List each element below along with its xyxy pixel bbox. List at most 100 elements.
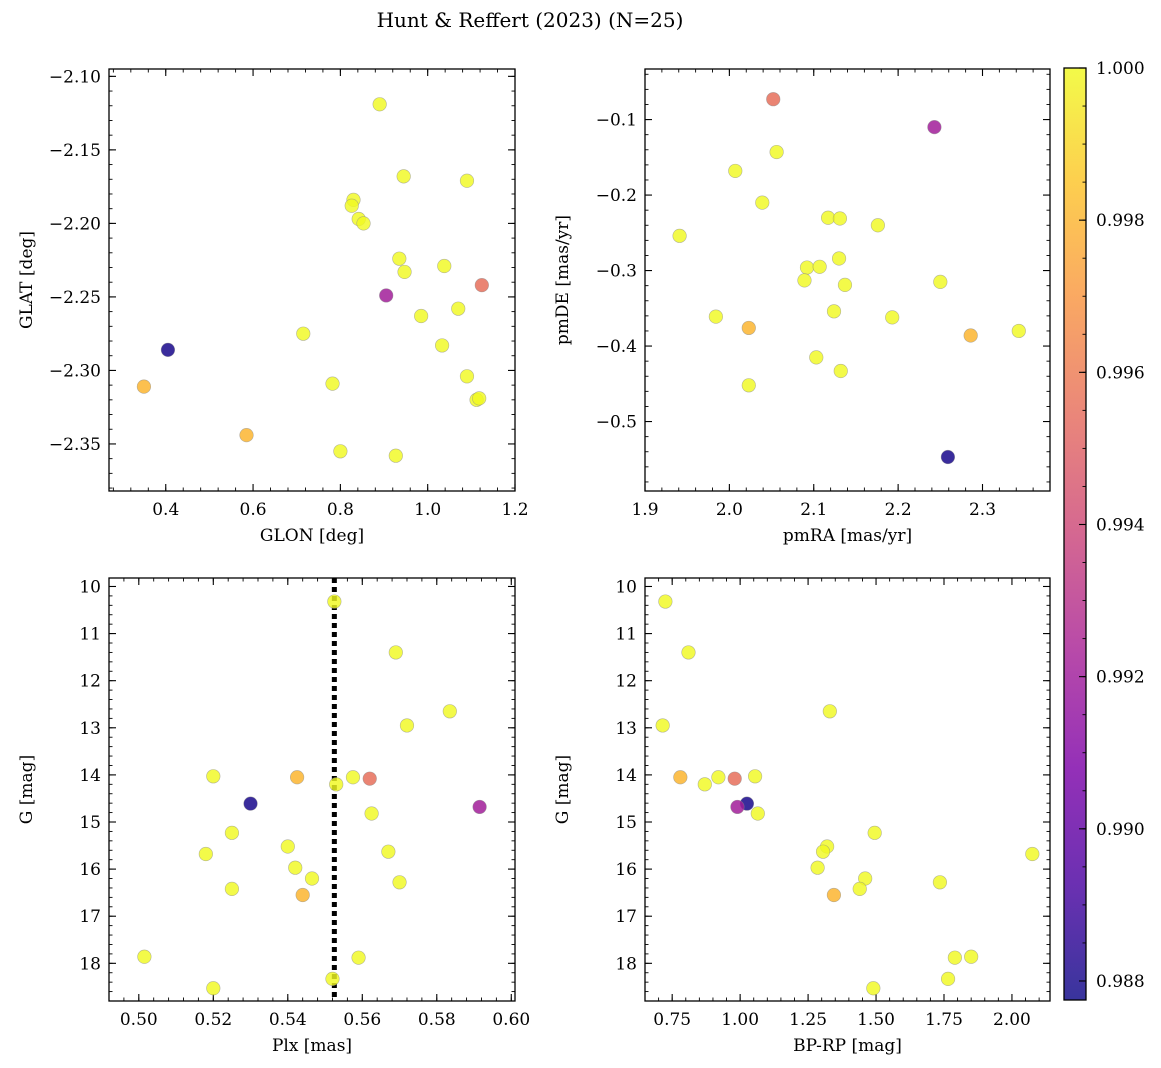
x-tick-label: 0.4 bbox=[152, 500, 179, 520]
data-point bbox=[697, 777, 712, 792]
data-point bbox=[673, 770, 688, 785]
data-point bbox=[1011, 323, 1026, 339]
plot-area bbox=[137, 578, 487, 1001]
data-point bbox=[224, 881, 240, 896]
data-point bbox=[296, 326, 311, 341]
y-tick-label: 17 bbox=[79, 907, 101, 927]
y-axis-label: pmDE [mas/yr] bbox=[553, 215, 573, 345]
colorbar-tick-label: 0.994 bbox=[1096, 515, 1145, 535]
data-point bbox=[809, 350, 824, 365]
y-tick-label: 17 bbox=[615, 907, 637, 927]
y-tick-label: 10 bbox=[79, 577, 101, 597]
data-point bbox=[852, 881, 867, 896]
colorbar-tick-label: 0.998 bbox=[1096, 211, 1145, 231]
axes-frame bbox=[108, 577, 516, 1002]
data-point bbox=[933, 274, 948, 289]
data-point bbox=[198, 846, 213, 862]
x-tick-label: 0.52 bbox=[194, 1010, 232, 1030]
y-tick-label: 12 bbox=[79, 672, 101, 692]
x-tick-label: 2.00 bbox=[993, 1010, 1031, 1030]
data-point bbox=[399, 718, 415, 733]
data-point bbox=[963, 328, 978, 343]
data-point bbox=[1025, 846, 1040, 862]
data-point bbox=[206, 981, 221, 996]
x-tick-label: 0.6 bbox=[240, 500, 267, 520]
data-point bbox=[964, 949, 979, 964]
data-point bbox=[137, 949, 152, 964]
colorbar: 0.988 0.990 0.992 0.994 0.996 0.998 1.000 bbox=[1063, 59, 1145, 1001]
x-tick-label: 2.2 bbox=[885, 500, 912, 520]
data-point bbox=[866, 981, 881, 996]
data-point bbox=[160, 342, 176, 357]
panels: 0.4 0.6 0.8 1.0 1.2 −2.10 −2.15 −2.20 −2.25 −2.30… bbox=[17, 67, 1051, 1056]
x-axis-label: GLON [deg] bbox=[260, 526, 364, 546]
y-tick-label: 11 bbox=[615, 625, 637, 645]
data-point bbox=[812, 259, 827, 274]
data-point bbox=[397, 264, 412, 280]
data-point bbox=[351, 950, 366, 965]
data-point bbox=[940, 971, 956, 986]
data-point bbox=[437, 258, 452, 274]
minor-ticks bbox=[108, 578, 515, 1002]
x-tick-label: 0.58 bbox=[418, 1010, 456, 1030]
y-tick-label: −2.35 bbox=[49, 435, 101, 455]
data-point bbox=[940, 449, 956, 465]
data-point bbox=[327, 594, 342, 609]
data-point bbox=[867, 825, 882, 840]
data-point bbox=[325, 376, 340, 391]
x-axis-label: Plx [mas] bbox=[272, 1036, 352, 1056]
data-point bbox=[932, 875, 948, 890]
data-point bbox=[459, 173, 475, 188]
axes-frame bbox=[644, 577, 1051, 1002]
x-tick-label: 2.3 bbox=[969, 500, 996, 520]
data-point bbox=[769, 144, 784, 160]
data-point bbox=[329, 777, 344, 792]
y-tick-label: 13 bbox=[615, 719, 637, 739]
x-tick-label: 1.0 bbox=[414, 500, 441, 520]
data-point bbox=[396, 169, 411, 184]
data-point bbox=[364, 806, 379, 821]
y-tick-label: −2.10 bbox=[49, 67, 101, 87]
x-axis-label: pmRA [mas/yr] bbox=[783, 526, 912, 546]
data-point bbox=[392, 251, 407, 266]
y-tick-label: −2.30 bbox=[49, 361, 101, 381]
data-point bbox=[755, 195, 770, 210]
y-tick-label: −2.25 bbox=[49, 288, 101, 308]
plot-area bbox=[655, 594, 1040, 996]
data-point bbox=[388, 645, 403, 660]
x-tick-label: 2.1 bbox=[800, 500, 827, 520]
data-point bbox=[730, 799, 745, 815]
data-point bbox=[810, 860, 825, 875]
y-tick-label: 13 bbox=[79, 719, 101, 739]
x-axis-label: BP-RP [mag] bbox=[793, 1036, 902, 1056]
x-tick-label: 0.75 bbox=[653, 1010, 691, 1030]
colorbar-tick-label: 1.000 bbox=[1096, 59, 1145, 79]
figure-title: Hunt & Reffert (2023) (N=25) bbox=[377, 8, 684, 32]
x-tick-label: 0.8 bbox=[327, 500, 354, 520]
data-point bbox=[434, 338, 450, 353]
data-point bbox=[280, 839, 295, 854]
y-tick-label: 10 bbox=[615, 577, 637, 597]
data-point bbox=[797, 273, 812, 288]
colorbar-tick-label: 0.992 bbox=[1096, 668, 1145, 688]
data-point bbox=[870, 218, 885, 233]
minor-ticks bbox=[109, 69, 516, 491]
data-point bbox=[831, 251, 847, 266]
data-point bbox=[474, 278, 489, 293]
y-tick-label: 18 bbox=[615, 954, 637, 974]
data-point bbox=[451, 301, 466, 316]
data-point bbox=[741, 378, 756, 393]
x-tick-label: 1.2 bbox=[501, 500, 528, 520]
y-tick-label: 14 bbox=[79, 766, 101, 786]
panel-pmra-pmde: 1.9 2.0 2.1 2.2 2.3 −0.1 −0.2 −0.3 −0.4 −0.5 pmRA … bbox=[553, 68, 1051, 546]
data-point bbox=[356, 216, 371, 231]
data-point bbox=[766, 92, 781, 107]
data-point bbox=[826, 304, 842, 319]
data-point bbox=[325, 971, 340, 986]
data-point bbox=[344, 198, 359, 213]
data-point bbox=[472, 391, 487, 406]
data-point bbox=[381, 844, 396, 859]
colorbar-tick-label: 0.996 bbox=[1096, 363, 1145, 383]
colorbar-gradient bbox=[1064, 68, 1086, 1000]
